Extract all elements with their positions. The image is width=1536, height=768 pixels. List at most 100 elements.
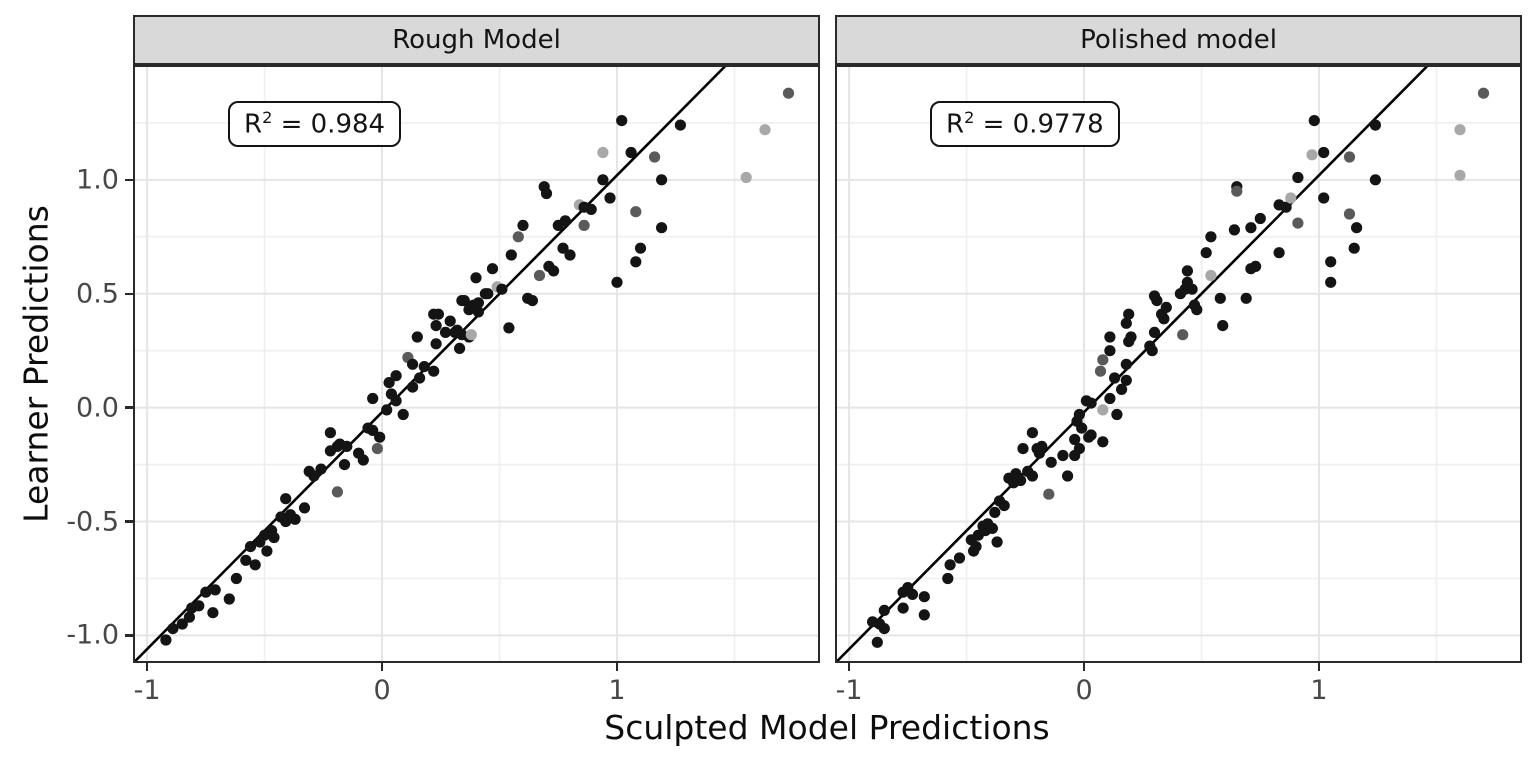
y-axis-tick [125, 520, 133, 523]
data-point [176, 618, 188, 630]
y-axis-tick-label: 0.0 [76, 392, 119, 424]
r-squared-value: = 0.984 [272, 109, 386, 140]
data-point [503, 322, 515, 334]
panel-border [133, 65, 820, 663]
data-point [585, 203, 597, 215]
data-point [1017, 443, 1029, 455]
data-point [634, 242, 647, 254]
data-point [968, 545, 980, 557]
data-point [1033, 443, 1045, 455]
x-axis-tick-label: 0 [373, 675, 391, 706]
data-point [649, 151, 661, 163]
data-point [526, 295, 538, 307]
data-point [430, 320, 442, 332]
data-point [390, 370, 402, 382]
y-axis-tick-label: 0.5 [76, 278, 119, 310]
data-point [1177, 329, 1189, 341]
data-point [782, 87, 795, 99]
data-point [1369, 119, 1381, 131]
data-point [1254, 212, 1266, 225]
data-point [625, 146, 637, 159]
facet-strip-polished-model: Polished model [835, 15, 1522, 65]
x-axis-tick-label: -1 [133, 675, 161, 706]
data-point [1351, 222, 1363, 234]
data-point [1120, 358, 1132, 370]
data-point [578, 219, 590, 231]
data-point [1285, 192, 1297, 204]
data-point [1308, 115, 1320, 127]
y-axis-tick-label: -0.5 [66, 506, 119, 538]
x-axis-tick-label: 0 [1075, 675, 1093, 706]
data-point [1240, 292, 1252, 304]
data-point [1148, 326, 1161, 338]
scatter-plot-rough-model [133, 65, 820, 663]
data-point [1306, 149, 1318, 161]
data-point [414, 372, 426, 384]
data-point [559, 215, 571, 227]
data-point [1205, 269, 1217, 282]
data-point [512, 231, 524, 243]
data-point [1104, 392, 1116, 405]
data-point [1348, 242, 1360, 254]
y-axis-tick-label: 1.0 [76, 164, 119, 196]
data-point [1097, 404, 1109, 416]
data-point [444, 315, 456, 327]
data-point [1097, 354, 1109, 366]
data-point [200, 586, 212, 598]
data-point [1160, 301, 1172, 313]
r-squared-annotation: R2 = 0.984 [228, 101, 402, 147]
r-squared-sup: 2 [262, 108, 273, 127]
data-point [604, 192, 616, 204]
facet-strip-label: Rough Model [392, 25, 561, 55]
x-axis-tick-label: 1 [608, 675, 626, 706]
data-point [432, 308, 444, 320]
data-point [397, 408, 409, 421]
data-point [1200, 247, 1212, 259]
data-point [496, 283, 508, 295]
data-point [428, 365, 440, 377]
data-point [407, 358, 419, 370]
data-point [944, 559, 956, 571]
data-point [906, 588, 919, 601]
data-point [1116, 383, 1128, 395]
data-point [505, 249, 517, 261]
data-point [517, 219, 529, 231]
data-point [472, 297, 484, 309]
facet-strip-label: Polished model [1080, 25, 1277, 55]
scatter-plot-polished-model [835, 65, 1522, 663]
x-axis-tick-label: 1 [1310, 675, 1328, 706]
data-point [470, 272, 482, 284]
data-point [878, 604, 890, 617]
data-point [942, 572, 954, 585]
r-squared-base: R [244, 109, 263, 140]
data-point [1205, 231, 1217, 243]
data-point [482, 288, 494, 300]
data-point [223, 593, 235, 605]
data-point [341, 440, 353, 452]
data-point [557, 242, 569, 254]
data-point [454, 342, 466, 354]
data-point [1325, 256, 1337, 268]
x-axis-tick [145, 663, 149, 671]
data-point [289, 513, 301, 525]
data-point [611, 276, 623, 288]
data-point [381, 404, 393, 416]
data-point [439, 326, 452, 338]
data-point [1043, 488, 1055, 500]
data-point [1120, 317, 1132, 329]
data-point [331, 440, 343, 452]
data-point [1186, 283, 1198, 295]
data-point [167, 623, 179, 635]
data-point [1214, 292, 1226, 304]
data-point [331, 486, 343, 498]
r-squared-base: R [946, 109, 965, 140]
data-point [1073, 408, 1085, 421]
data-point [1109, 372, 1121, 384]
r-squared-annotation: R2 = 0.9778 [930, 101, 1120, 147]
data-point [411, 331, 423, 343]
data-point [1318, 192, 1330, 204]
data-point [418, 361, 430, 373]
data-point [230, 572, 242, 585]
data-point [1477, 87, 1490, 99]
y-axis-tick [125, 634, 133, 637]
